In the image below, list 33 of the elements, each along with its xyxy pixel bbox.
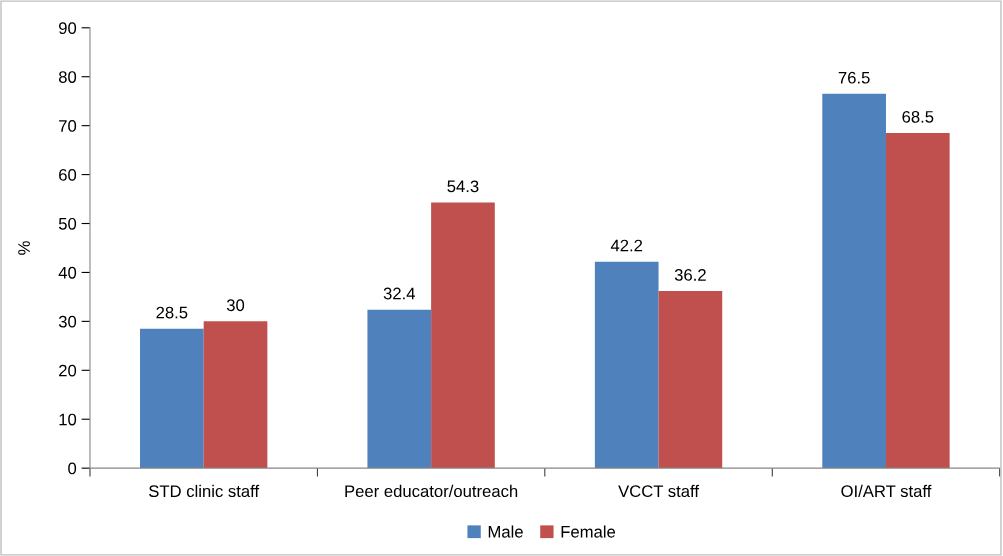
y-tick-label: 50: [58, 217, 77, 230]
y-tick-label: 30: [58, 315, 77, 328]
y-tick-label: 80: [58, 71, 77, 83]
data-label: 36.2: [674, 268, 706, 281]
data-label: 42.2: [610, 239, 643, 252]
legend-label: Female: [561, 525, 616, 538]
y-tick-label: 0: [68, 462, 77, 475]
bar: [658, 291, 723, 469]
x-tick-label: Peer educator/outreach: [345, 484, 518, 498]
data-label: 54.3: [447, 180, 479, 193]
bar: [203, 321, 268, 469]
bar: [594, 261, 659, 469]
y-tick-label: 40: [58, 266, 77, 279]
x-tick-label: VCCT staff: [618, 484, 700, 498]
data-label: 76.5: [838, 71, 870, 84]
y-tick-label: 20: [59, 364, 77, 377]
bar: [431, 202, 495, 469]
y-tick-label: 70: [59, 120, 77, 132]
x-tick-label: OI/ART staff: [841, 484, 932, 498]
data-label: 32.4: [383, 287, 416, 300]
y-tick-label: 10: [59, 413, 77, 426]
bar: [822, 93, 886, 469]
bar: [367, 309, 432, 469]
x-tick-label: STD clinic staff: [149, 484, 260, 498]
y-tick-label: 60: [59, 168, 77, 181]
legend-label: Male: [488, 525, 523, 538]
data-label: 68.5: [902, 110, 934, 123]
bar: [140, 328, 204, 469]
y-axis-title: %: [18, 241, 30, 255]
y-tick-label: 90: [59, 22, 77, 34]
data-label: 30: [226, 299, 245, 312]
data-label: 28.5: [156, 306, 188, 319]
bar: [885, 133, 950, 469]
